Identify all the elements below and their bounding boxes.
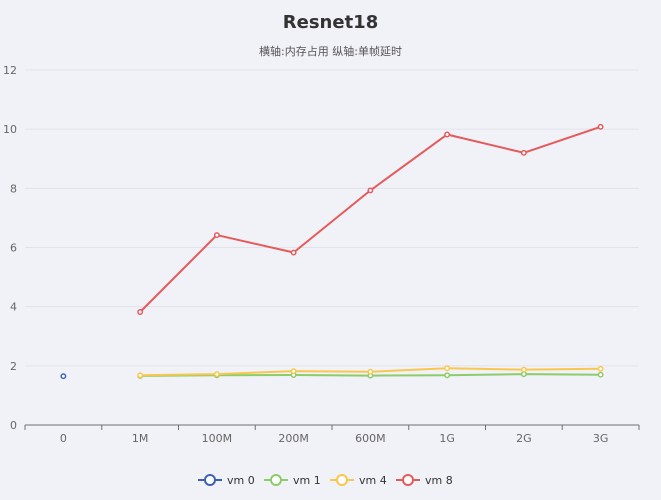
- data-point: [597, 371, 604, 378]
- x-tick-label: 3G: [593, 432, 609, 445]
- legend-label[interactable]: vm 4: [359, 474, 387, 487]
- data-point: [290, 249, 297, 256]
- x-tick-label: 2G: [516, 432, 532, 445]
- legend-marker-icon[interactable]: [402, 474, 414, 486]
- x-tick-label: 100M: [202, 432, 233, 445]
- y-tick-label: 12: [3, 64, 17, 77]
- series-line: [139, 125, 601, 313]
- legend-marker-icon[interactable]: [204, 474, 216, 486]
- y-tick-label: 2: [10, 360, 17, 373]
- x-tick-label: 1M: [132, 432, 149, 445]
- x-tick-label: 1G: [439, 432, 455, 445]
- x-tick-label: 200M: [278, 432, 309, 445]
- data-point: [597, 365, 604, 372]
- data-point: [520, 366, 527, 373]
- legend-marker-icon[interactable]: [270, 474, 282, 486]
- chart-title: Resnet18: [282, 12, 379, 33]
- data-point: [137, 309, 144, 315]
- data-point: [367, 368, 374, 375]
- data-point: [60, 373, 67, 380]
- x-tick-label: 0: [60, 432, 67, 445]
- data-point: [597, 123, 604, 130]
- data-point: [444, 365, 451, 372]
- data-point: [213, 371, 220, 378]
- x-tick-label: 600M: [355, 432, 386, 445]
- y-tick-label: 4: [10, 301, 17, 314]
- y-tick-label: 10: [3, 123, 17, 136]
- legend-marker-icon[interactable]: [336, 474, 348, 486]
- legend-label[interactable]: vm 8: [425, 474, 453, 487]
- data-point: [137, 372, 144, 379]
- legend-label[interactable]: vm 0: [227, 474, 255, 487]
- y-tick-label: 8: [10, 182, 17, 195]
- data-point: [444, 131, 451, 138]
- data-point: [444, 372, 451, 379]
- y-tick-label: 6: [10, 242, 17, 255]
- legend-label[interactable]: vm 1: [293, 474, 321, 487]
- data-point: [520, 149, 527, 156]
- chart-subtitle: 横轴:内存占用 纵轴:单帧延时: [259, 45, 402, 58]
- data-point: [290, 368, 297, 375]
- y-tick-label: 0: [10, 419, 17, 432]
- data-point: [367, 187, 374, 194]
- data-point: [213, 232, 220, 239]
